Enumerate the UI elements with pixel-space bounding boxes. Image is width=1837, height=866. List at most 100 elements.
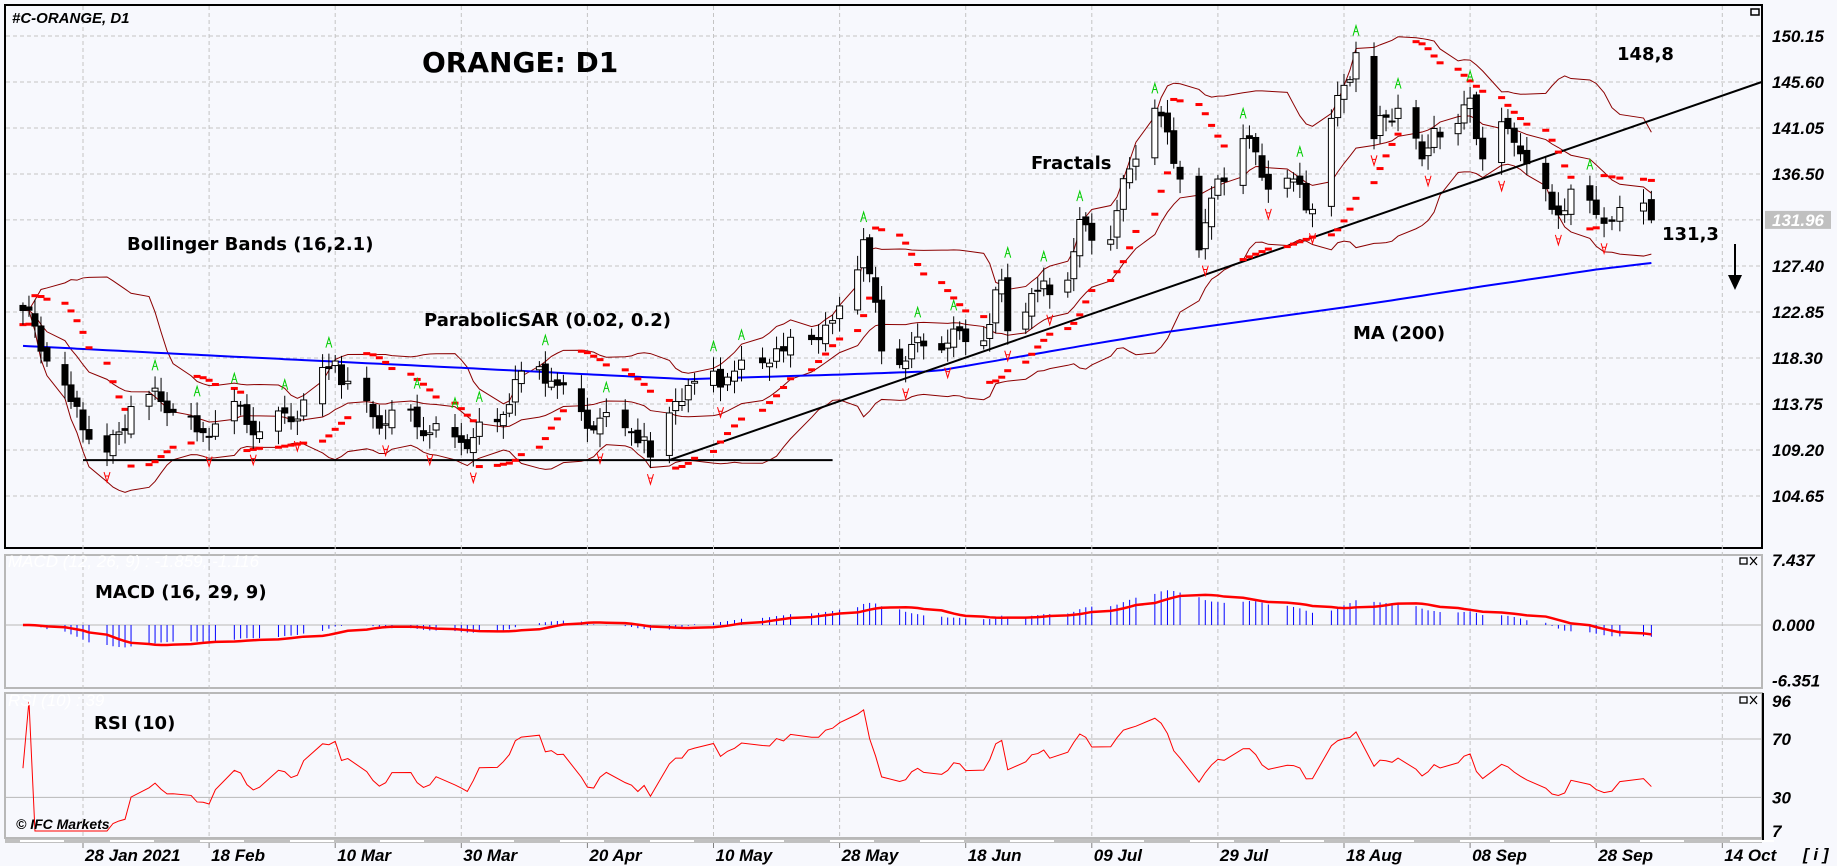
sar-dot	[1214, 134, 1222, 138]
sar-dot	[992, 379, 1000, 383]
sar-dot	[866, 296, 874, 300]
close-icon[interactable]	[1749, 556, 1758, 566]
candle	[717, 357, 725, 402]
fractal-down-icon	[646, 473, 654, 486]
candle-body	[962, 328, 970, 343]
sar-dot	[163, 450, 171, 454]
candle	[1523, 136, 1531, 175]
candle-body	[1561, 210, 1569, 216]
fractal-down-icon	[1264, 208, 1272, 221]
sar-dot	[127, 464, 135, 468]
info-button[interactable]: [ i ]	[1802, 845, 1830, 864]
sar-dot	[31, 294, 39, 298]
candle-body	[121, 428, 129, 431]
sar-dot	[151, 460, 159, 464]
candle	[1430, 115, 1438, 154]
fractal-down-icon	[596, 453, 604, 465]
candle-body	[766, 362, 774, 368]
sar-dot	[67, 309, 75, 313]
candle-body	[115, 431, 123, 435]
candle-body	[1340, 84, 1348, 100]
sar-dot	[199, 376, 207, 380]
candle-body	[998, 279, 1006, 295]
sar-dot	[808, 368, 816, 372]
sar-dot	[432, 395, 440, 399]
price-axis-label: 131.96	[1772, 211, 1825, 230]
rsi-axis-label: 30	[1772, 788, 1791, 807]
candle-body	[344, 380, 352, 385]
scrollbar-segment	[290, 840, 334, 842]
sar-dot	[325, 434, 333, 438]
candle	[672, 388, 680, 425]
candle-body	[43, 347, 51, 362]
sar-dot	[293, 442, 301, 446]
sar-dot	[1608, 175, 1616, 179]
candle-body	[325, 366, 333, 370]
candle-body	[1151, 107, 1159, 159]
candle-body	[493, 418, 501, 423]
sar-dot	[1208, 123, 1216, 127]
sar-dot	[475, 465, 483, 469]
candle-body	[854, 269, 862, 311]
candle-body	[469, 437, 477, 454]
sar-dot	[902, 241, 910, 245]
sar-dot	[1647, 178, 1655, 182]
fractal-up-icon	[1466, 69, 1474, 82]
candle-body	[780, 346, 788, 352]
scrollbar-segment	[1010, 840, 1054, 842]
candle-body	[992, 289, 1000, 324]
candle-body	[199, 428, 207, 434]
sar-dot	[878, 228, 886, 232]
maximize-icon[interactable]	[1750, 8, 1760, 16]
sar-dot	[986, 380, 994, 384]
maximize-icon[interactable]	[1739, 696, 1748, 704]
candle-body	[577, 388, 585, 413]
candle	[1388, 108, 1396, 127]
candle-body	[1163, 112, 1171, 133]
sar-dot	[1517, 117, 1525, 121]
candle	[1195, 167, 1203, 258]
scrollbar-segment	[470, 840, 514, 842]
sar-dot	[1252, 252, 1260, 256]
horizontal-scrollbar[interactable]	[5, 839, 1762, 843]
scrollbar-segment	[110, 840, 154, 842]
scrollbar-segment	[920, 840, 964, 842]
candle	[1346, 76, 1354, 87]
candle	[1510, 122, 1518, 157]
maximize-icon[interactable]	[1739, 557, 1748, 565]
resistance-value-label: 148,8	[1617, 44, 1674, 65]
candle-body	[1454, 122, 1462, 135]
candle	[1258, 143, 1266, 181]
candle-body	[37, 325, 45, 352]
candle	[61, 351, 69, 400]
sar-dot	[640, 382, 648, 386]
price-axis-label: 136.50	[1772, 165, 1825, 184]
close-icon[interactable]	[1749, 695, 1758, 705]
sar-dot	[766, 401, 774, 405]
candle	[274, 406, 282, 445]
candle	[1264, 160, 1272, 203]
fractal-up-icon	[738, 328, 746, 341]
copyright-label: © IFC Markets	[16, 816, 110, 832]
candle-body	[1436, 131, 1444, 138]
candle	[205, 427, 213, 451]
candle	[640, 422, 648, 454]
parabolic-sar-label: ParabolicSAR (0.02, 0.2)	[424, 310, 671, 331]
candle	[319, 354, 327, 417]
candle-body	[287, 416, 295, 423]
candle-body	[1107, 239, 1115, 245]
scrollbar-segment	[1370, 840, 1414, 842]
candle-body	[1195, 175, 1203, 251]
candle	[193, 402, 201, 442]
sar-dot	[950, 296, 958, 300]
candle-body	[475, 421, 483, 437]
sar-dot	[237, 390, 245, 394]
candle-body	[1616, 207, 1624, 222]
candle	[866, 234, 874, 283]
candle	[1382, 109, 1390, 132]
candle	[1460, 90, 1468, 130]
candle-body	[85, 429, 93, 440]
fractal-up-icon	[1394, 76, 1402, 89]
sar-dot	[738, 417, 746, 421]
candle-body	[249, 420, 257, 436]
